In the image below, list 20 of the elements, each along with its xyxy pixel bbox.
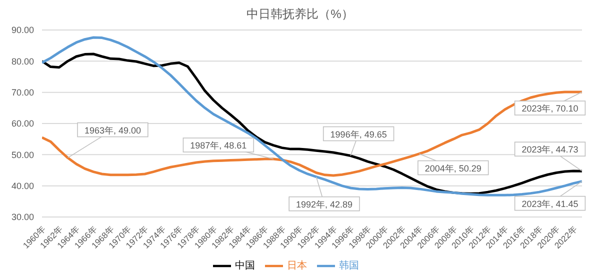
y-tick-label: 80.00	[11, 56, 34, 66]
y-tick-label: 90.00	[11, 25, 34, 36]
annotation: 1987年, 48.61	[190, 140, 247, 150]
annotation: 1992年, 42.89	[296, 199, 353, 210]
legend-label: 日本	[287, 260, 307, 272]
y-tick-label: 30.00	[11, 212, 34, 222]
legend-label: 中国	[235, 260, 255, 272]
annotation: 2023年, 44.73	[522, 144, 578, 155]
annotation: 2023年, 70.10	[522, 104, 578, 114]
annotation: 1963年, 49.00	[84, 125, 141, 136]
annotation: 2004年, 50.29	[424, 163, 482, 174]
legend-label: 韩国	[339, 260, 359, 272]
annotation: 2023年, 41.45	[522, 198, 578, 209]
chart-title: 中日韩抚养比（%）	[246, 6, 354, 23]
y-tick-label: 60.00	[11, 118, 34, 129]
y-tick-label: 50.00	[11, 150, 34, 160]
y-tick-label: 70.00	[11, 88, 34, 98]
annotation: 1996年, 49.65	[330, 129, 387, 140]
line-series	[42, 90, 582, 177]
y-tick-label: 40.00	[11, 181, 34, 192]
